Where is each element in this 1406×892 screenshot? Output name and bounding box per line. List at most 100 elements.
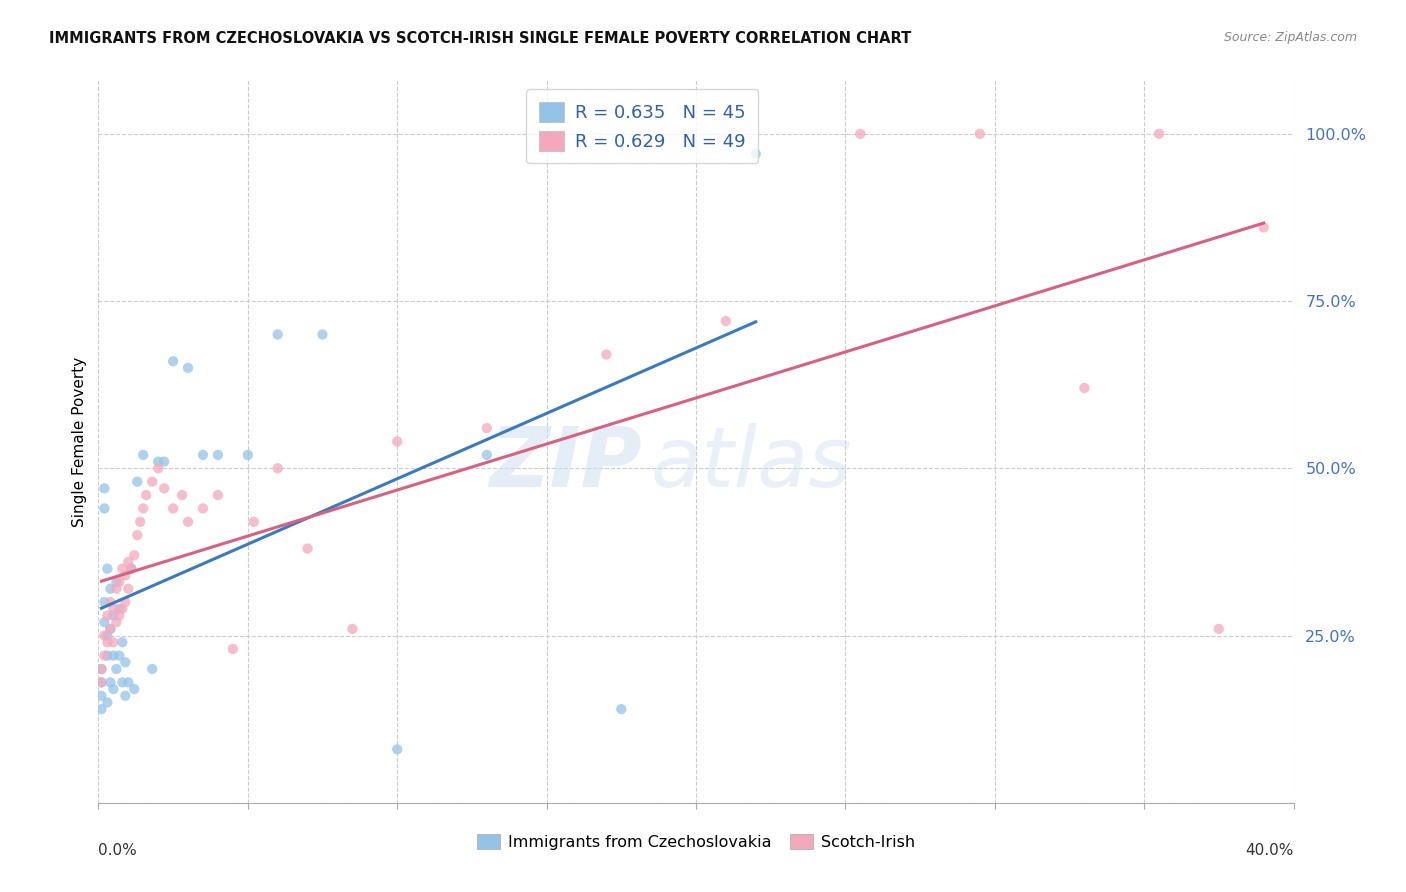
Point: [475, 421, 498, 435]
Point: [108, 608, 131, 623]
Point: [127, 528, 149, 542]
Point: [114, 655, 136, 669]
Point: [385, 742, 409, 756]
Point: [595, 348, 617, 362]
Point: [129, 515, 152, 529]
Point: [148, 461, 170, 475]
Point: [117, 555, 139, 569]
Point: [745, 147, 768, 161]
Point: [98, 622, 122, 636]
Point: [108, 602, 131, 616]
Point: [1147, 127, 1170, 141]
Point: [132, 501, 155, 516]
Point: [111, 562, 134, 576]
Point: [111, 602, 134, 616]
Text: 40.0%: 40.0%: [1246, 843, 1294, 857]
Point: [117, 582, 139, 596]
Point: [108, 648, 131, 663]
Point: [105, 575, 128, 590]
Point: [93, 595, 115, 609]
Text: Source: ZipAtlas.com: Source: ZipAtlas.com: [1223, 31, 1357, 45]
Point: [127, 475, 149, 489]
Point: [96, 608, 118, 623]
Point: [207, 488, 229, 502]
Point: [90, 675, 112, 690]
Point: [207, 448, 229, 462]
Legend: Immigrants from Czechoslovakia, Scotch-Irish: Immigrants from Czechoslovakia, Scotch-I…: [471, 828, 921, 856]
Point: [342, 622, 364, 636]
Point: [172, 488, 194, 502]
Point: [98, 675, 122, 690]
Point: [98, 622, 122, 636]
Point: [111, 635, 134, 649]
Point: [114, 568, 136, 582]
Point: [114, 595, 136, 609]
Point: [93, 648, 115, 663]
Point: [90, 675, 112, 690]
Point: [267, 327, 290, 342]
Point: [93, 615, 115, 630]
Point: [714, 314, 737, 328]
Point: [222, 642, 245, 657]
Point: [385, 434, 409, 449]
Point: [90, 702, 112, 716]
Point: [849, 127, 872, 141]
Point: [141, 475, 163, 489]
Point: [297, 541, 319, 556]
Point: [311, 327, 333, 342]
Point: [141, 662, 163, 676]
Text: 0.0%: 0.0%: [98, 843, 138, 857]
Point: [103, 602, 125, 616]
Point: [610, 702, 633, 716]
Point: [191, 448, 214, 462]
Point: [103, 635, 125, 649]
Point: [96, 696, 118, 710]
Text: IMMIGRANTS FROM CZECHOSLOVAKIA VS SCOTCH-IRISH SINGLE FEMALE POVERTY CORRELATION: IMMIGRANTS FROM CZECHOSLOVAKIA VS SCOTCH…: [49, 31, 911, 46]
Point: [111, 675, 134, 690]
Point: [96, 562, 118, 576]
Point: [1253, 220, 1275, 235]
Point: [124, 548, 146, 563]
Point: [153, 482, 176, 496]
Point: [162, 354, 184, 368]
Point: [96, 635, 118, 649]
Point: [1073, 381, 1095, 395]
Point: [475, 448, 498, 462]
Point: [267, 461, 290, 475]
Point: [153, 455, 176, 469]
Point: [96, 648, 118, 663]
Point: [243, 515, 266, 529]
Point: [103, 648, 125, 663]
Y-axis label: Single Female Poverty: Single Female Poverty: [72, 357, 87, 526]
Point: [96, 628, 118, 642]
Point: [105, 662, 128, 676]
Point: [93, 501, 115, 516]
Text: ZIP: ZIP: [489, 423, 643, 504]
Text: atlas: atlas: [651, 423, 852, 504]
Point: [177, 361, 200, 376]
Point: [93, 628, 115, 642]
Point: [177, 515, 200, 529]
Point: [1208, 622, 1230, 636]
Point: [135, 488, 157, 502]
Point: [93, 482, 115, 496]
Point: [148, 455, 170, 469]
Point: [132, 448, 155, 462]
Point: [236, 448, 259, 462]
Point: [108, 575, 131, 590]
Point: [162, 501, 184, 516]
Point: [103, 681, 125, 696]
Point: [124, 681, 146, 696]
Point: [98, 582, 122, 596]
Point: [120, 562, 142, 576]
Point: [98, 595, 122, 609]
Point: [117, 675, 139, 690]
Point: [105, 615, 128, 630]
Point: [90, 689, 112, 703]
Point: [105, 582, 128, 596]
Point: [114, 689, 136, 703]
Point: [90, 662, 112, 676]
Point: [191, 501, 214, 516]
Point: [90, 662, 112, 676]
Point: [103, 608, 125, 623]
